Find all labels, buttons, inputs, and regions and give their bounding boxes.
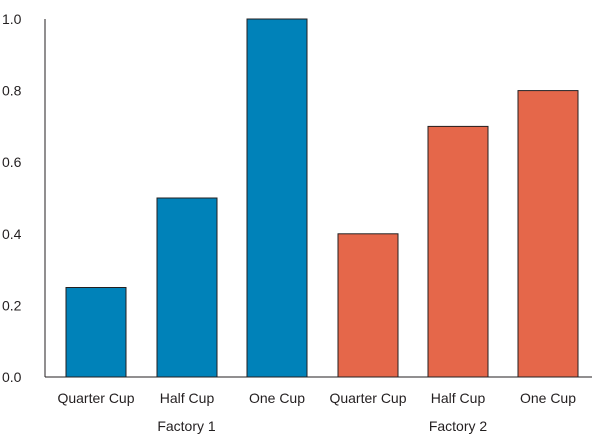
x-group-label: Factory 1 xyxy=(157,418,216,434)
y-tick-label: 0.4 xyxy=(2,226,22,242)
y-tick-label: 0.8 xyxy=(2,83,22,99)
x-group-label: Factory 2 xyxy=(429,418,488,434)
bar-2-1 xyxy=(337,233,399,378)
x-category-label: Half Cup xyxy=(160,390,215,406)
x-category-label: Quarter Cup xyxy=(329,390,406,406)
y-tick-label: 0.6 xyxy=(2,154,22,170)
bar-1-3 xyxy=(246,18,308,378)
bar-2-2 xyxy=(427,125,489,378)
bar-2-3 xyxy=(517,90,579,378)
x-category-label: Quarter Cup xyxy=(57,390,134,406)
y-tick-label: 1.0 xyxy=(2,11,22,27)
bar-1-2 xyxy=(156,197,218,378)
x-category-label: One Cup xyxy=(520,390,576,406)
x-axis-category-labels: Quarter Cup Half Cup One Cup Quarter Cup Hal… xyxy=(57,390,576,406)
x-category-label: One Cup xyxy=(249,390,305,406)
y-tick-label: 0.0 xyxy=(2,369,22,385)
y-tick-label: 0.2 xyxy=(2,297,22,313)
x-axis-group-labels: Factory 1 Factory 2 xyxy=(157,418,487,434)
x-category-label: Half Cup xyxy=(431,390,486,406)
bars xyxy=(65,18,579,378)
bar-1-1 xyxy=(65,287,127,378)
y-axis-ticks: 0.0 0.2 0.4 0.6 0.8 1.0 xyxy=(2,11,22,385)
